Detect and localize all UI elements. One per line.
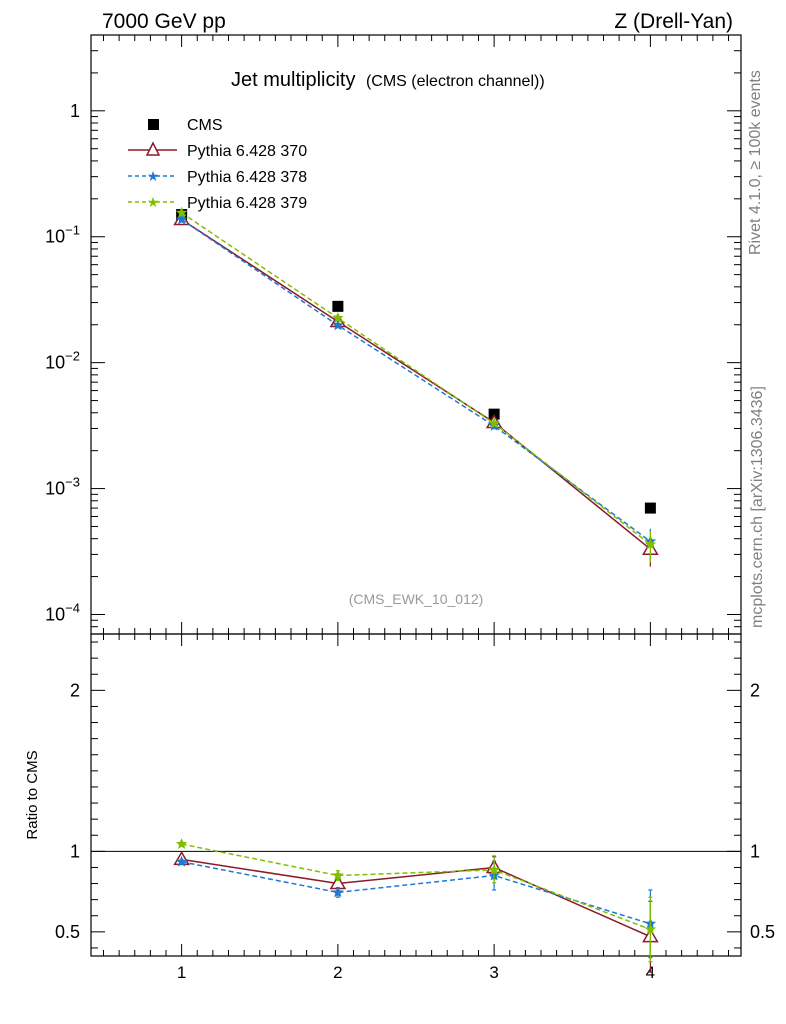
- side-text-upper: Rivet 4.1.0, ≥ 100k events: [747, 70, 764, 255]
- x-tick-label: 2: [333, 963, 342, 982]
- main-point-pythia-6-428-379: [644, 538, 657, 550]
- y-tick-label-base: 10: [45, 353, 65, 373]
- legend-entry-pythia-378: ★ Pythia 6.428 378: [128, 168, 307, 186]
- legend-label-pythia-370: Pythia 6.428 370: [187, 143, 307, 160]
- legend-marker-pythia-378: ★: [147, 168, 160, 184]
- y-tick-label-base: 10: [45, 604, 65, 624]
- y-tick-label-ratio-right: 2: [750, 680, 760, 700]
- header-left: 7000 GeV pp: [102, 10, 226, 33]
- chart-title-group: Jet multiplicity (CMS (electron channel)…: [231, 69, 545, 91]
- ratio-line-pythia-6-428-379: [181, 843, 651, 931]
- y-tick-label-ratio-left: 2: [70, 680, 80, 700]
- legend-entry-pythia-370: Pythia 6.428 370: [128, 141, 307, 160]
- main-series-layer: [173, 206, 659, 567]
- ratio-plot-frame: [90, 633, 742, 957]
- y-tick-label-ratio-left: 1: [70, 841, 80, 861]
- legend: CMS Pythia 6.428 370 ★ Pythia 6.428 378 …: [128, 117, 307, 212]
- ratio-point-pythia-6-428-379: [488, 863, 500, 875]
- chart-subtitle: (CMS (electron channel)): [366, 73, 545, 90]
- legend-entry-pythia-379: ★ Pythia 6.428 379: [128, 194, 307, 212]
- legend-label-pythia-378: Pythia 6.428 378: [187, 169, 307, 186]
- ratio-point-pythia-6-428-378: [175, 855, 188, 867]
- y-tick-label-main: 1: [70, 101, 80, 121]
- y-tick-label-main: 10−1: [45, 223, 80, 247]
- ratio-point-pythia-6-428-379: [175, 838, 188, 849]
- header-right: Z (Drell-Yan): [614, 10, 733, 33]
- analysis-tag: (CMS_EWK_10_012): [349, 591, 484, 607]
- main-line-pythia-6-428-370: [181, 218, 651, 550]
- x-tick-label: 1: [177, 963, 186, 982]
- ratio-ylabel: Ratio to CMS: [24, 750, 41, 839]
- ratio-series-layer: [173, 838, 659, 973]
- y-tick-label-exp: −4: [65, 600, 80, 615]
- side-text-lower: mcplots.cern.ch [arXiv:1306.3436]: [749, 386, 766, 628]
- y-tick-label-base: 10: [45, 479, 65, 499]
- x-tick-label: 3: [489, 963, 498, 982]
- main-point-pythia-6-428-379: [332, 312, 344, 323]
- y-tick-label-ratio-right: 0.5: [750, 922, 775, 942]
- y-tick-label-ratio-left: 0.5: [55, 922, 80, 942]
- y-tick-label-main: 10−3: [45, 475, 80, 499]
- y-tick-label-exp: −1: [65, 223, 80, 238]
- main-point-pythia-6-428-379: [175, 206, 188, 218]
- main-line-pythia-6-428-379: [181, 212, 651, 545]
- y-tick-label-main: 10−2: [45, 349, 80, 373]
- legend-label-cms: CMS: [187, 117, 223, 134]
- legend-entry-cms: CMS: [148, 117, 223, 134]
- ratio-point-pythia-6-428-379: [332, 869, 344, 881]
- legend-label-pythia-379: Pythia 6.428 379: [187, 195, 307, 212]
- y-tick-label-exp: −3: [65, 475, 80, 490]
- main-point-pythia-6-428-378: [332, 319, 344, 331]
- ratio-line-pythia-6-428-370: [181, 858, 651, 938]
- main-point-pythia-6-428-378: [175, 213, 188, 225]
- legend-marker-pythia-379: ★: [147, 194, 160, 210]
- ratio-point-pythia-6-428-378: [332, 886, 344, 898]
- legend-marker-cms: [148, 119, 159, 130]
- legend-marker-pythia-370: [145, 141, 161, 156]
- y-tick-label-exp: −2: [65, 349, 80, 364]
- ratio-line-pythia-6-428-378: [181, 861, 651, 925]
- ratio-point-pythia-6-428-379: [644, 923, 657, 935]
- y-tick-label-base: 10: [45, 227, 65, 247]
- main-line-pythia-6-428-378: [181, 218, 651, 543]
- main-point-pythia-6-428-379: [488, 417, 500, 429]
- y-tick-label-main: 10−4: [45, 600, 80, 624]
- chart-title: Jet multiplicity: [231, 69, 355, 91]
- main-point-cms: [332, 300, 344, 312]
- main-point-cms: [644, 502, 656, 514]
- y-tick-label-ratio-right: 1: [750, 841, 760, 861]
